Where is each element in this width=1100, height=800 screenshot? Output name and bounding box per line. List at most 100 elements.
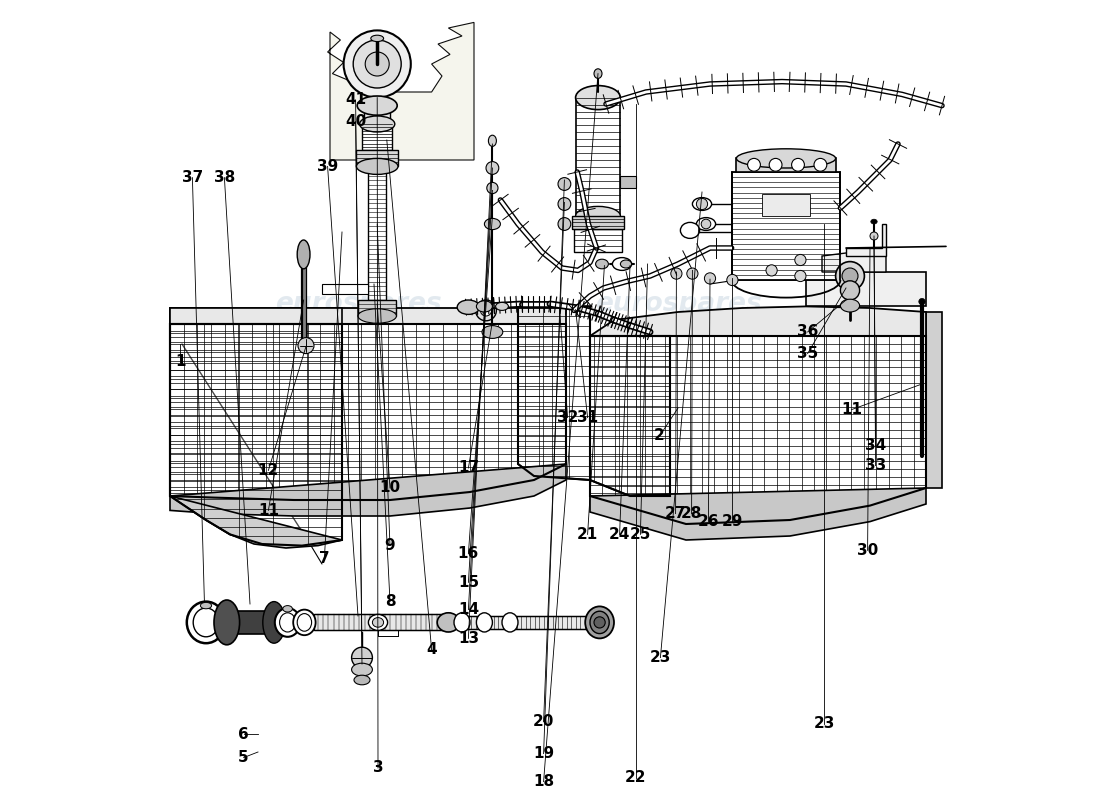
Circle shape <box>696 198 707 210</box>
Text: 22: 22 <box>625 770 647 785</box>
Text: 13: 13 <box>458 631 478 646</box>
Circle shape <box>766 265 778 276</box>
Circle shape <box>353 40 402 88</box>
Ellipse shape <box>294 610 316 635</box>
Text: 23: 23 <box>814 717 835 731</box>
Circle shape <box>842 268 858 284</box>
Text: 12: 12 <box>257 463 279 478</box>
Text: 32: 32 <box>557 410 579 425</box>
Polygon shape <box>358 300 396 316</box>
Circle shape <box>558 178 571 190</box>
Polygon shape <box>170 324 566 500</box>
Text: 19: 19 <box>534 746 554 761</box>
Polygon shape <box>170 308 194 496</box>
Circle shape <box>487 182 498 194</box>
Text: 34: 34 <box>865 438 887 453</box>
Ellipse shape <box>358 96 397 115</box>
Text: 6: 6 <box>239 727 249 742</box>
Polygon shape <box>926 312 942 488</box>
Circle shape <box>795 270 806 282</box>
Ellipse shape <box>368 614 387 630</box>
Polygon shape <box>575 98 620 216</box>
Ellipse shape <box>437 613 460 632</box>
Circle shape <box>671 268 682 279</box>
Polygon shape <box>328 22 474 160</box>
Ellipse shape <box>585 606 614 638</box>
Text: 26: 26 <box>697 514 719 529</box>
Ellipse shape <box>275 608 300 637</box>
Text: 31: 31 <box>578 410 598 425</box>
Text: 10: 10 <box>379 481 400 495</box>
Circle shape <box>704 273 716 284</box>
Ellipse shape <box>352 663 373 676</box>
Ellipse shape <box>484 218 500 230</box>
Polygon shape <box>732 172 840 280</box>
Text: 11: 11 <box>257 503 279 518</box>
Ellipse shape <box>488 135 496 146</box>
Ellipse shape <box>358 309 396 323</box>
Text: 27: 27 <box>664 506 686 521</box>
Ellipse shape <box>502 613 518 632</box>
Polygon shape <box>170 308 342 324</box>
Text: 14: 14 <box>458 602 478 617</box>
Ellipse shape <box>263 602 285 643</box>
Polygon shape <box>590 306 926 336</box>
Text: 17: 17 <box>458 461 478 475</box>
Ellipse shape <box>575 206 620 226</box>
Ellipse shape <box>575 86 620 110</box>
Text: eurospares: eurospares <box>595 291 761 317</box>
Circle shape <box>727 274 738 286</box>
Ellipse shape <box>696 218 716 230</box>
Circle shape <box>343 30 410 98</box>
Polygon shape <box>362 124 393 150</box>
Polygon shape <box>170 464 566 516</box>
Text: 20: 20 <box>532 714 554 729</box>
Ellipse shape <box>871 219 877 224</box>
Polygon shape <box>170 496 342 548</box>
Text: eurospares: eurospares <box>275 483 441 509</box>
Polygon shape <box>572 216 624 229</box>
Ellipse shape <box>594 69 602 78</box>
Ellipse shape <box>840 299 859 312</box>
Ellipse shape <box>354 675 370 685</box>
Text: 16: 16 <box>458 546 478 561</box>
Ellipse shape <box>482 326 503 338</box>
Ellipse shape <box>214 600 240 645</box>
Ellipse shape <box>194 608 219 637</box>
Text: 5: 5 <box>239 750 249 765</box>
Text: 23: 23 <box>650 650 671 665</box>
Text: 18: 18 <box>534 774 554 789</box>
Circle shape <box>870 232 878 240</box>
Ellipse shape <box>356 158 398 174</box>
Polygon shape <box>806 272 926 306</box>
Circle shape <box>594 617 605 628</box>
Text: 7: 7 <box>319 551 330 566</box>
Text: 28: 28 <box>681 506 702 521</box>
Polygon shape <box>322 284 367 294</box>
Text: 40: 40 <box>345 114 366 129</box>
Text: 38: 38 <box>213 170 235 185</box>
Circle shape <box>795 254 806 266</box>
Text: 36: 36 <box>796 325 818 339</box>
Polygon shape <box>170 324 342 546</box>
Ellipse shape <box>373 618 384 627</box>
Ellipse shape <box>458 300 480 314</box>
Circle shape <box>352 647 373 668</box>
Circle shape <box>558 218 571 230</box>
Circle shape <box>701 219 711 229</box>
Circle shape <box>481 305 492 316</box>
Text: 8: 8 <box>385 594 395 609</box>
Circle shape <box>298 338 314 354</box>
Polygon shape <box>736 158 836 172</box>
Ellipse shape <box>613 258 631 270</box>
Ellipse shape <box>681 222 700 238</box>
Text: 33: 33 <box>865 458 887 473</box>
Ellipse shape <box>595 259 608 269</box>
Circle shape <box>792 158 804 171</box>
Ellipse shape <box>736 149 836 168</box>
Text: 25: 25 <box>629 527 651 542</box>
Text: 4: 4 <box>427 642 437 657</box>
Circle shape <box>558 198 571 210</box>
Text: 3: 3 <box>373 761 383 775</box>
Text: 41: 41 <box>345 93 366 107</box>
